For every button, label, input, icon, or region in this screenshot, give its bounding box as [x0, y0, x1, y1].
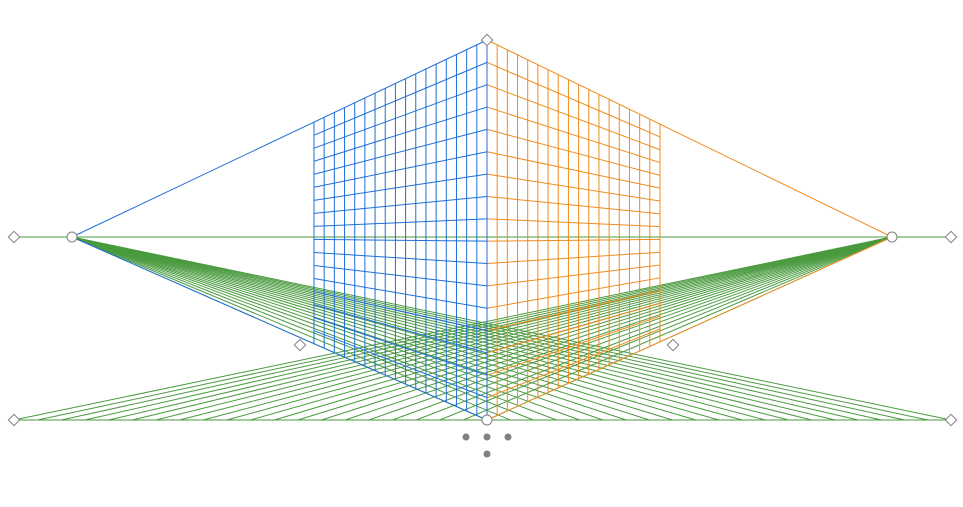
ground-end-right[interactable] — [945, 414, 956, 425]
widget-dot-3[interactable] — [505, 434, 512, 441]
front-bottom[interactable] — [482, 415, 492, 425]
left-face-grid — [72, 40, 487, 420]
left-bottom-ray — [72, 237, 487, 420]
left-face-mid[interactable] — [294, 339, 305, 350]
widget-dot-2[interactable] — [484, 434, 491, 441]
horizon-end-left[interactable] — [8, 231, 19, 242]
right-face-mid[interactable] — [667, 339, 678, 350]
front-top[interactable] — [481, 34, 492, 45]
left-top-ray — [72, 40, 487, 237]
ground-grid — [14, 237, 951, 420]
ground-end-left[interactable] — [8, 414, 19, 425]
vp-right[interactable] — [887, 232, 897, 242]
horizon-end-right[interactable] — [945, 231, 956, 242]
perspective-grid-canvas — [0, 0, 963, 507]
widget-dot-1[interactable] — [463, 434, 470, 441]
right-face-grid — [487, 40, 892, 420]
vp-left[interactable] — [67, 232, 77, 242]
widget-dot-4[interactable] — [484, 451, 491, 458]
